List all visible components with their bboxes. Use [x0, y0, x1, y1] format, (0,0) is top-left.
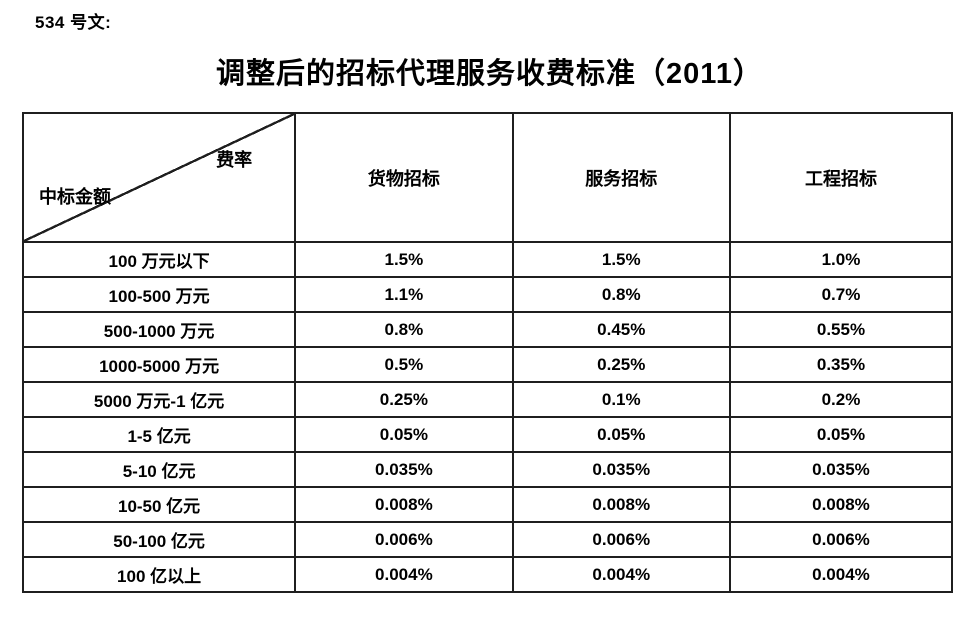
- fee-value: 0.035%: [728, 451, 954, 488]
- table-row: 5-10 亿元 0.035% 0.035% 0.035%: [21, 451, 954, 488]
- column-header-goods-bidding: 货物招标: [294, 112, 514, 243]
- fee-value: 0.8%: [294, 311, 514, 348]
- fee-value: 0.55%: [728, 311, 954, 348]
- column-header-engineering-bidding: 工程招标: [728, 112, 954, 243]
- row-range-label: 5000 万元-1 亿元: [21, 381, 297, 418]
- table-row: 1-5 亿元 0.05% 0.05% 0.05%: [21, 416, 954, 453]
- fee-value: 1.1%: [294, 276, 514, 313]
- corner-label-rate: 费率: [216, 150, 253, 170]
- table-row: 100 亿以上 0.004% 0.004% 0.004%: [21, 556, 954, 593]
- row-range-label: 5-10 亿元: [21, 451, 297, 488]
- doc-number-label: 534 号文:: [35, 13, 112, 32]
- fee-value: 1.5%: [294, 241, 514, 278]
- fee-value: 0.25%: [511, 346, 731, 383]
- fee-value: 0.004%: [294, 556, 514, 593]
- fee-value: 0.05%: [511, 416, 731, 453]
- fee-value: 0.8%: [511, 276, 731, 313]
- row-range-label: 1-5 亿元: [21, 416, 297, 453]
- fee-value: 0.035%: [294, 451, 514, 488]
- fee-value: 0.5%: [294, 346, 514, 383]
- fee-value: 0.006%: [511, 521, 731, 558]
- fee-value: 0.004%: [511, 556, 731, 593]
- fee-value: 0.45%: [511, 311, 731, 348]
- corner-label-bid-amount: 中标金额: [39, 187, 111, 207]
- fee-value: 0.05%: [728, 416, 954, 453]
- fee-value: 0.05%: [294, 416, 514, 453]
- row-range-label: 10-50 亿元: [21, 486, 297, 523]
- table-row: 50-100 亿元 0.006% 0.006% 0.006%: [21, 521, 954, 558]
- row-range-label: 100-500 万元: [21, 276, 297, 313]
- fee-value: 0.035%: [511, 451, 731, 488]
- fee-value: 0.35%: [728, 346, 954, 383]
- fee-value: 0.7%: [728, 276, 954, 313]
- table-row: 5000 万元-1 亿元 0.25% 0.1% 0.2%: [21, 381, 954, 418]
- table-row: 100 万元以下 1.5% 1.5% 1.0%: [21, 241, 954, 278]
- row-range-label: 50-100 亿元: [21, 521, 297, 558]
- corner-cell-diagonal: 费率 中标金额: [21, 112, 297, 243]
- row-range-label: 100 万元以下: [21, 241, 297, 278]
- fee-value: 0.004%: [728, 556, 954, 593]
- fee-value: 1.0%: [728, 241, 954, 278]
- row-range-label: 100 亿以上: [21, 556, 297, 593]
- fee-value: 0.008%: [511, 486, 731, 523]
- fee-value: 0.25%: [294, 381, 514, 418]
- fee-value: 0.1%: [511, 381, 731, 418]
- row-range-label: 1000-5000 万元: [21, 346, 297, 383]
- table-row: 500-1000 万元 0.8% 0.45% 0.55%: [21, 311, 954, 348]
- table-row: 100-500 万元 1.1% 0.8% 0.7%: [21, 276, 954, 313]
- fee-value: 0.008%: [294, 486, 514, 523]
- fee-value: 0.006%: [294, 521, 514, 558]
- header-row: 费率 中标金额 货物招标 服务招标 工程招标: [21, 112, 954, 243]
- column-header-service-bidding: 服务招标: [511, 112, 731, 243]
- row-range-label: 500-1000 万元: [21, 311, 297, 348]
- fee-table-container: 费率 中标金额 货物招标 服务招标 工程招标 100 万元以下 1.5% 1.5…: [21, 112, 954, 593]
- page-title: 调整后的招标代理服务收费标准（2011）: [216, 58, 763, 90]
- fee-value: 0.2%: [728, 381, 954, 418]
- table-row: 10-50 亿元 0.008% 0.008% 0.008%: [21, 486, 954, 523]
- table-row: 1000-5000 万元 0.5% 0.25% 0.35%: [21, 346, 954, 383]
- fee-value: 0.008%: [728, 486, 954, 523]
- fee-value: 0.006%: [728, 521, 954, 558]
- fee-table: 费率 中标金额 货物招标 服务招标 工程招标 100 万元以下 1.5% 1.5…: [21, 112, 954, 593]
- fee-value: 1.5%: [511, 241, 731, 278]
